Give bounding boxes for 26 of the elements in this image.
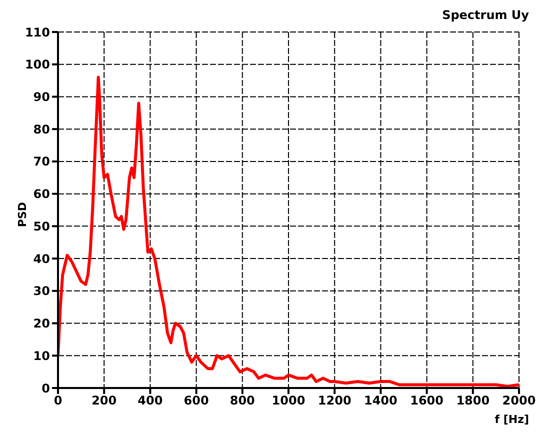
x-tick-label: 200 [92, 394, 117, 408]
x-tick-label: 600 [184, 394, 209, 408]
y-tick-label: 110 [24, 25, 50, 40]
y-tick-label: 70 [33, 154, 50, 169]
y-tick-label: 100 [24, 58, 50, 72]
y-tick-label: 20 [33, 316, 50, 331]
chart-title: Spectrum Uy [442, 8, 529, 22]
y-tick-label: 50 [33, 219, 50, 234]
x-tick-label: 800 [230, 394, 255, 408]
x-tick-label: 1800 [456, 394, 490, 408]
x-tick-label: 400 [138, 394, 163, 408]
y-tick-label: 30 [33, 284, 50, 298]
y-tick-label: 40 [33, 252, 50, 266]
y-axis-title: PSD [16, 202, 30, 228]
x-tick-label: 1000 [272, 394, 306, 408]
y-tick-label: 60 [33, 187, 50, 202]
x-tick-label: 2000 [502, 394, 536, 408]
y-tick-label: 90 [33, 90, 50, 104]
x-tick-label: 1600 [410, 394, 444, 408]
y-tick-label: 10 [33, 348, 50, 363]
x-axis-title: f [Hz] [494, 413, 529, 426]
y-tick-label: 0 [42, 381, 50, 396]
y-tick-label: 80 [33, 122, 50, 136]
x-tick-label: 0 [54, 394, 62, 408]
x-tick-label: 1200 [318, 394, 352, 408]
x-tick-label: 1400 [364, 394, 398, 408]
